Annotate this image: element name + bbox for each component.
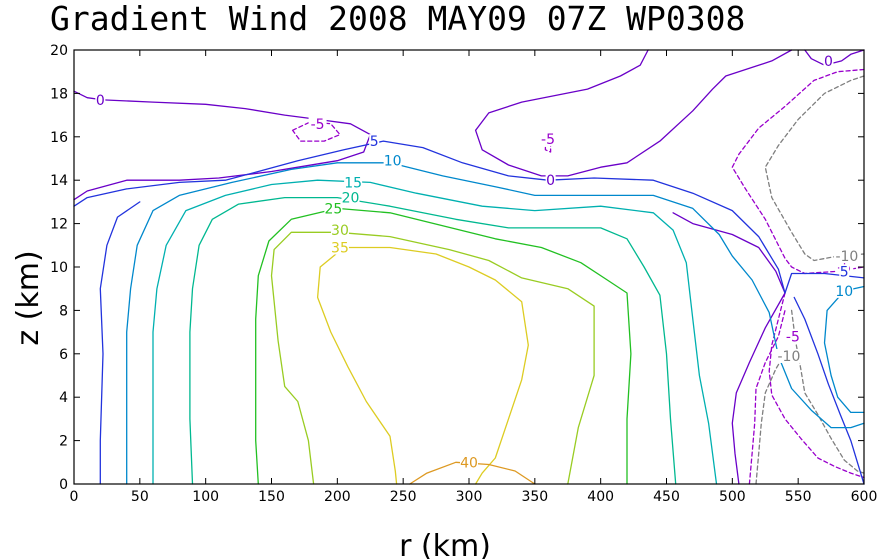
contour-line-level-0 — [731, 292, 786, 485]
x-tick-label: 150 — [258, 489, 285, 505]
x-tick-label: 100 — [192, 489, 219, 505]
x-axis-title: r (km) — [399, 529, 491, 559]
contour-line-level-10 — [126, 162, 865, 485]
y-tick-label: 6 — [59, 347, 68, 363]
y-tick-label: 18 — [50, 86, 68, 102]
contour-label: 5 — [370, 134, 379, 150]
contour-line-level-0 — [804, 49, 865, 66]
x-tick-label: 600 — [851, 489, 878, 505]
x-tick-label: 400 — [587, 489, 614, 505]
contour-line-level-5 — [793, 296, 865, 485]
contour-label: 0 — [96, 93, 105, 109]
contour-line-level-35 — [316, 246, 529, 485]
contour-line-level-15 — [152, 179, 718, 485]
contour-label-backing — [344, 175, 363, 190]
contour-label-backing — [308, 116, 327, 131]
y-axis-title: z (km) — [11, 250, 46, 345]
contour-label: 10 — [835, 284, 853, 300]
contour-label-backing — [330, 223, 349, 238]
contour-label-backing — [823, 53, 834, 68]
contour-label: 0 — [824, 54, 833, 70]
contour-line-level--5 — [768, 292, 865, 479]
contour-label-backing — [833, 249, 860, 264]
contour-line-level-5 — [99, 201, 141, 485]
contour-line-level--5 — [731, 68, 865, 275]
y-tick-label: 2 — [59, 434, 68, 450]
x-tick-label: 250 — [390, 489, 417, 505]
contour-label: 25 — [324, 201, 342, 217]
contour-label: 40 — [460, 455, 478, 471]
contour-label-backing — [383, 153, 402, 168]
contour-label-backing — [539, 131, 557, 146]
contour-label: 35 — [331, 240, 349, 256]
y-tick-label: 10 — [50, 260, 68, 276]
contour-line-level--5 — [748, 309, 786, 485]
contour-line-level--10 — [764, 75, 865, 262]
contour-line-level--5 — [544, 136, 552, 153]
x-tick-label: 50 — [131, 489, 149, 505]
x-tick-label: 0 — [70, 489, 79, 505]
contour-lines — [73, 49, 865, 485]
contour-label: -5 — [786, 329, 800, 345]
chart-title: Gradient Wind 2008 MAY09 07Z WP0308 — [50, 0, 745, 38]
contour-line-level--10 — [790, 309, 865, 474]
x-tick-label: 300 — [456, 489, 483, 505]
y-axis-ticks: 0 2 4 6 8 10 12 14 16 18 20 — [50, 43, 864, 493]
contour-label-backing — [324, 201, 343, 216]
contour-label: 15 — [344, 175, 362, 191]
y-tick-label: 20 — [50, 43, 68, 59]
y-tick-label: 12 — [50, 217, 68, 233]
contour-label: 5 — [840, 264, 849, 280]
y-tick-label: 14 — [50, 173, 68, 189]
contour-label: -10 — [835, 249, 858, 265]
contour-label-backing — [545, 173, 556, 188]
y-tick-label: 0 — [59, 477, 68, 493]
contour-label-backing — [775, 348, 802, 363]
contour-label: -5 — [311, 117, 325, 133]
contour-label: 30 — [331, 223, 349, 239]
contour-label: 0 — [546, 173, 555, 189]
contour-label: -5 — [541, 132, 555, 148]
contour-label-backing — [341, 190, 360, 205]
contour-label-backing — [369, 134, 380, 149]
contour-line-level-20 — [189, 196, 677, 485]
contour-label-backing — [95, 92, 106, 107]
y-tick-label: 16 — [50, 130, 68, 146]
contour-label-backing — [839, 264, 850, 279]
contour-line-level-0 — [474, 49, 793, 177]
contour-label-backing — [835, 283, 854, 298]
contour-line-level-0 — [672, 212, 786, 294]
x-tick-label: 550 — [785, 489, 812, 505]
y-tick-label: 4 — [59, 390, 68, 406]
x-axis-ticks: 0 50 100 150 200 250 300 350 400 450 500 550 600 — [70, 50, 878, 505]
x-tick-label: 200 — [324, 489, 351, 505]
y-tick-label: 8 — [59, 303, 68, 319]
contour-label-backing — [460, 455, 478, 470]
contour-label: 10 — [384, 154, 402, 170]
contour-line-level-30 — [270, 231, 595, 485]
contour-label: -10 — [778, 349, 801, 365]
contour-line-level-5 — [73, 140, 865, 294]
contour-label-backing — [330, 240, 349, 255]
contour-line-level-10 — [823, 285, 865, 414]
contour-label: 20 — [342, 191, 360, 207]
contour-line-level-25 — [255, 207, 632, 485]
x-tick-label: 350 — [521, 489, 548, 505]
contour-label-backing — [783, 329, 802, 344]
x-tick-label: 500 — [719, 489, 746, 505]
contour-line-level--10 — [755, 353, 786, 485]
contour-line-level-0 — [73, 90, 371, 201]
x-tick-label: 450 — [653, 489, 680, 505]
